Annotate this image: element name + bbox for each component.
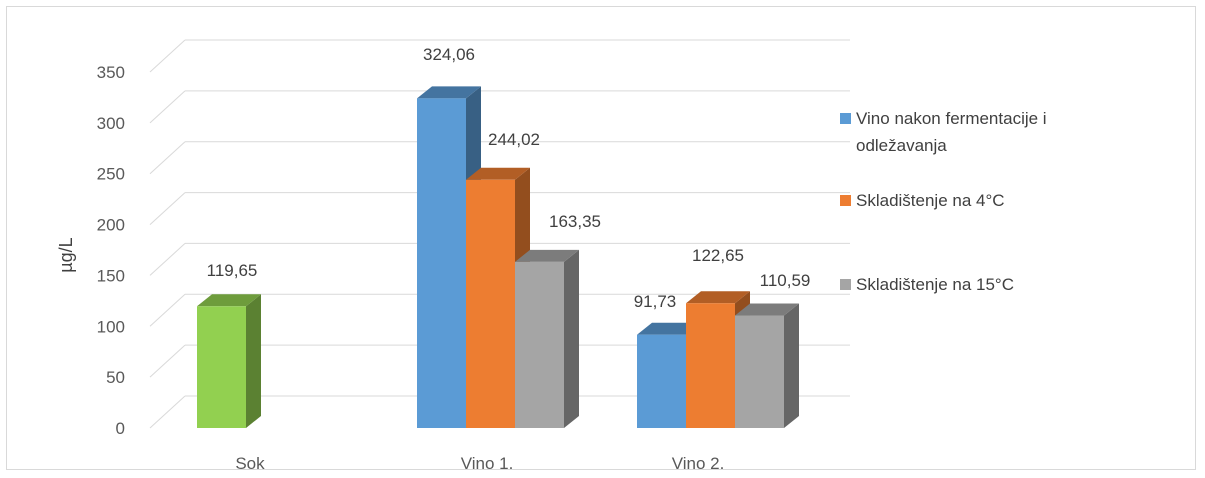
gridline-slant (149, 90, 186, 124)
bar-front (466, 179, 515, 428)
y-axis-title: µg/L (56, 237, 76, 272)
gridline-slant (149, 293, 186, 327)
bar-top (637, 322, 701, 335)
legend-entry: Vino nakon fermentacije i odležavanja (840, 109, 1047, 155)
data-label: 110,59 (760, 271, 811, 290)
y-tick-label: 200 (97, 216, 125, 235)
data-label: 122,65 (692, 246, 744, 265)
y-tick-label: 250 (97, 165, 125, 184)
gridline-slant (149, 344, 186, 378)
x-tick-label: Vino 2. (672, 454, 725, 473)
bar-front (515, 261, 564, 428)
y-tick-label: 350 (97, 63, 125, 82)
gridline-slant (149, 39, 186, 73)
bar (735, 303, 799, 428)
bar-top (735, 303, 799, 316)
bar-layer (197, 86, 799, 428)
bar (515, 249, 579, 428)
legend-label: Skladištenje na 15°C (856, 275, 1014, 294)
bar-top (197, 294, 261, 307)
bar-front (197, 306, 246, 428)
y-tick-label: 50 (106, 368, 125, 387)
data-label: 119,65 (207, 261, 258, 280)
legend-entry: Skladištenje na 4°C (840, 191, 1005, 210)
y-tick-label: 0 (116, 419, 125, 438)
data-label: 244,02 (488, 130, 540, 149)
y-tick-label: 150 (97, 266, 125, 285)
gridline-slant (149, 243, 186, 276)
bar (466, 167, 530, 428)
label-layer: 119,65 324,06 244,02 163,35 91,73 122,65 110,5… (207, 45, 811, 311)
bar-top (686, 291, 750, 304)
legend-label: Skladištenje na 4°C (856, 191, 1005, 210)
bar-side (246, 294, 261, 428)
bar-front (417, 98, 466, 428)
legend-swatch (840, 195, 851, 206)
bar-top (417, 86, 481, 99)
legend-label: Vino nakon fermentacije i (856, 109, 1047, 128)
data-label: 163,35 (549, 212, 601, 231)
legend-swatch (840, 279, 851, 290)
data-label: 324,06 (423, 45, 475, 64)
gridline-slant (149, 192, 186, 225)
bar-front (637, 334, 686, 428)
bar-front (686, 303, 735, 428)
bar-side (564, 249, 579, 428)
axis-layer: 0 50 100 150 200 250 300 350 Sok Vino 1. Vino 2. (97, 63, 725, 473)
legend-swatch (840, 113, 851, 124)
bar-top (466, 167, 530, 180)
legend-label: odležavanja (856, 136, 947, 155)
legend-entry: Skladištenje na 15°C (840, 275, 1014, 294)
bar-top (515, 249, 579, 262)
bar (197, 294, 261, 428)
x-tick-label: Sok (235, 454, 265, 473)
data-label: 91,73 (634, 292, 677, 311)
gridline-slant (149, 141, 186, 175)
y-tick-label: 100 (97, 317, 125, 336)
legend-layer: Vino nakon fermentacije i odležavanja Skl… (840, 109, 1047, 294)
bar-front (735, 315, 784, 428)
y-tick-label: 300 (97, 114, 125, 133)
x-tick-label: Vino 1. (461, 454, 514, 473)
gridline-slant (149, 395, 186, 429)
bar-side (784, 303, 799, 428)
